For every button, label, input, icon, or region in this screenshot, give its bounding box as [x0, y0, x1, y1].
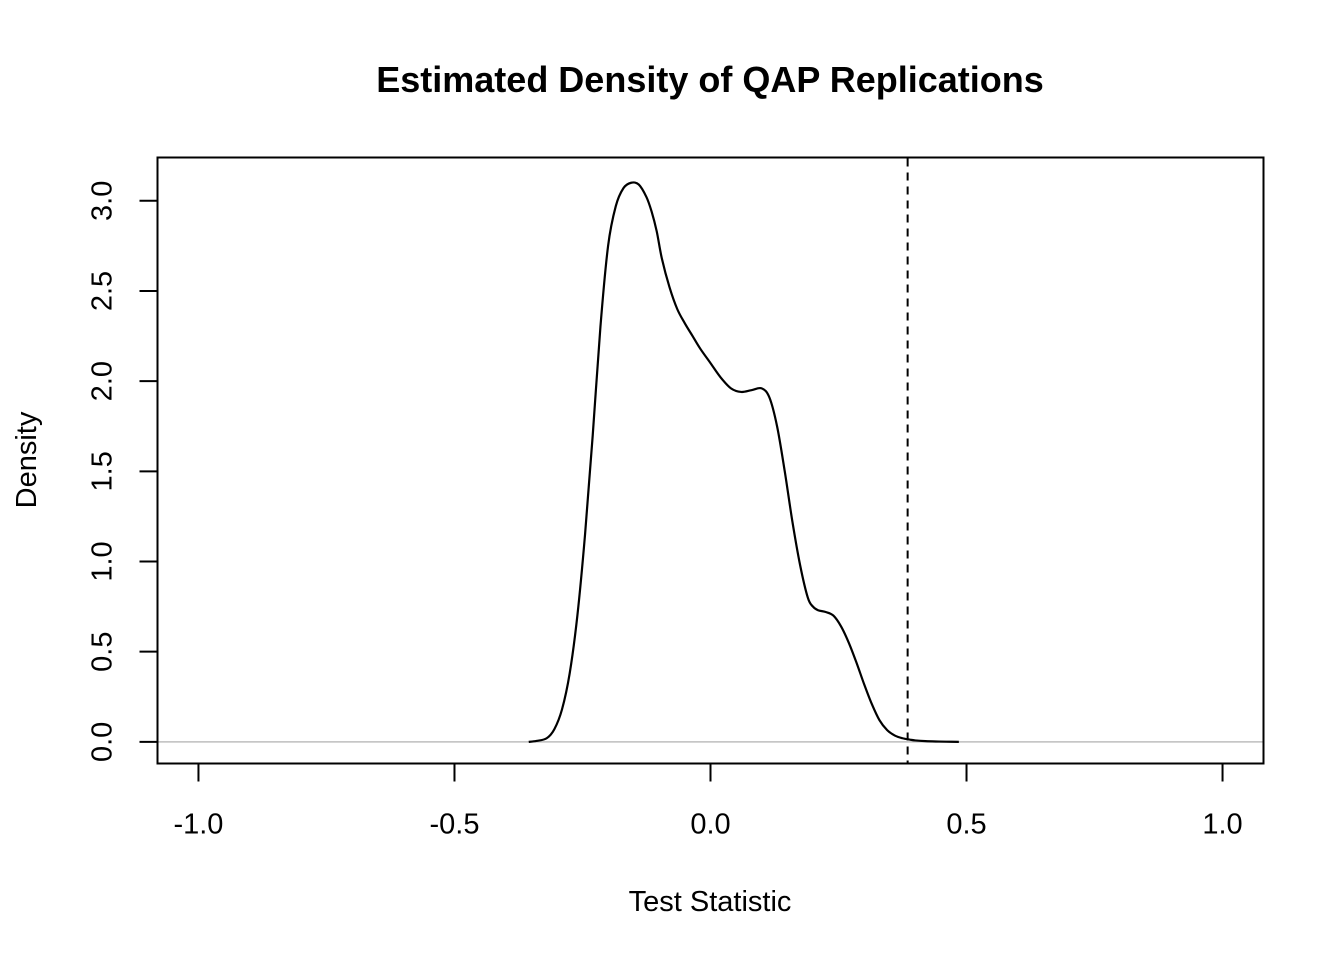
plot-area: [158, 158, 1263, 763]
x-tick-label: -0.5: [429, 809, 479, 841]
x-tick-label: 1.0: [1202, 809, 1242, 841]
y-tick-label: 1.5: [87, 451, 119, 491]
x-axis-label: Test Statistic: [629, 886, 792, 918]
y-tick-label: 3.0: [87, 181, 119, 221]
y-tick-label: 0.5: [87, 632, 119, 672]
x-tick-label: -1.0: [173, 809, 223, 841]
chart-title: Estimated Density of QAP Replications: [376, 59, 1044, 100]
plot-frame: [156, 156, 1265, 765]
y-tick-label: 0.0: [87, 722, 119, 762]
x-tick-label: 0.0: [690, 809, 730, 841]
x-axis: -1.0 -0.5 0.0 0.5 1.0: [173, 762, 1243, 841]
y-tick-label: 2.0: [87, 361, 119, 401]
density-curve-0: [528, 181, 959, 743]
y-axis: 0.0 0.5 1.0 1.5 2.0 2.5 3.0: [87, 181, 159, 762]
x-tick-label: 0.5: [946, 809, 986, 841]
y-tick-label: 2.5: [87, 271, 119, 311]
y-axis-label: Density: [11, 411, 43, 508]
y-tick-label: 1.0: [87, 541, 119, 581]
